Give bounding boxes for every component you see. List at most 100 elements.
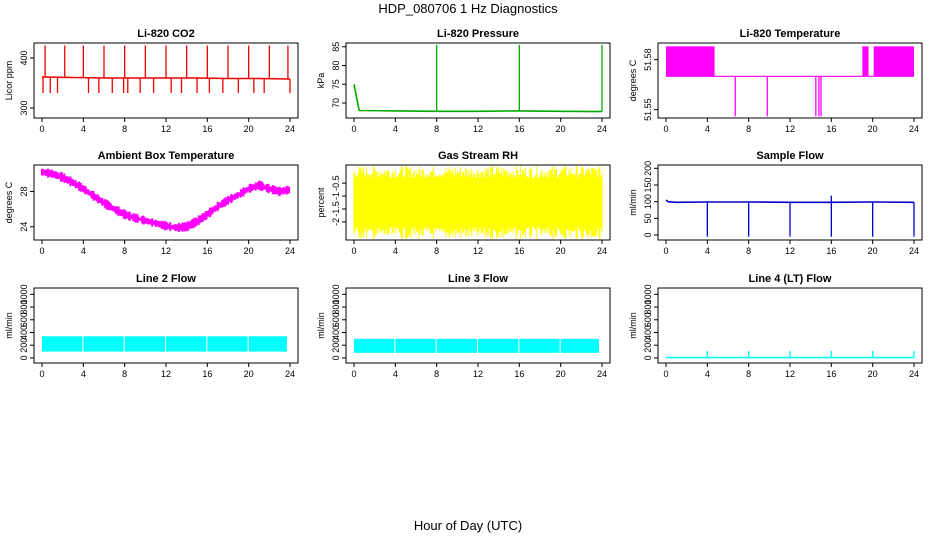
data-band — [862, 46, 869, 77]
x-tick-label: 4 — [393, 246, 398, 256]
data-noise — [353, 165, 603, 240]
y-axis-label: ml/min — [4, 312, 14, 339]
x-tick-label: 4 — [81, 124, 86, 134]
x-tick-label: 8 — [122, 246, 127, 256]
data-line — [353, 84, 603, 113]
y-tick-label: 800 — [19, 300, 29, 315]
y-axis-label: ml/min — [628, 312, 638, 339]
x-tick-label: 24 — [909, 369, 919, 379]
panel-title: Li-820 CO2 — [137, 28, 194, 40]
data-band — [354, 338, 395, 353]
x-tick-label: 16 — [202, 246, 212, 256]
x-tick-label: 16 — [826, 246, 836, 256]
x-tick-label: 8 — [434, 369, 439, 379]
x-tick-label: 0 — [351, 124, 356, 134]
x-tick-label: 12 — [785, 124, 795, 134]
panel-0: Li-820 CO2 0 4 8 12 16 20 24 300 400 Licor ppm — [4, 28, 299, 134]
x-tick-label: 12 — [473, 369, 483, 379]
x-tick-label: 20 — [556, 246, 566, 256]
x-tick-label: 24 — [285, 369, 295, 379]
x-tick-label: 8 — [434, 124, 439, 134]
panel-title: Line 2 Flow — [136, 273, 196, 285]
y-tick-label: 150 — [643, 177, 653, 192]
x-tick-label: 24 — [597, 124, 607, 134]
y-axis-label: ml/min — [316, 312, 326, 339]
x-tick-label: 12 — [161, 369, 171, 379]
y-tick-label: 600 — [643, 312, 653, 327]
y-tick-label: 400 — [19, 325, 29, 340]
y-tick-label: 0 — [19, 355, 29, 360]
y-tick-label: 200 — [643, 338, 653, 353]
panel-3: Ambient Box Temperature 0 4 8 12 16 20 24 24 28 de… — [4, 150, 299, 256]
panel-title: Sample Flow — [756, 150, 824, 162]
x-tick-label: 24 — [285, 124, 295, 134]
x-tick-label: 8 — [746, 124, 751, 134]
x-tick-label: 8 — [122, 369, 127, 379]
x-tick-label: 12 — [161, 246, 171, 256]
y-tick-label: 51.55 — [643, 98, 653, 121]
y-tick-label: 1000 — [331, 284, 341, 304]
x-tick-label: 12 — [473, 124, 483, 134]
x-tick-label: 0 — [39, 246, 44, 256]
x-tick-label: 4 — [705, 246, 710, 256]
y-tick-label: -1 — [331, 192, 341, 200]
panel-1: Li-820 Pressure 0 4 8 12 16 20 24 70 75 80 85 kPa — [316, 28, 611, 134]
x-axis-caption: Hour of Day (UTC) — [413, 518, 523, 533]
data-band — [666, 46, 715, 77]
data-band — [207, 336, 248, 352]
data-band — [560, 338, 599, 353]
x-tick-label: 20 — [556, 369, 566, 379]
panel-8: Line 4 (LT) Flow 0 4 8 12 16 20 24 0 200400600800… — [628, 273, 923, 379]
x-tick-label: 16 — [826, 124, 836, 134]
y-tick-label: 1000 — [19, 284, 29, 304]
x-tick-label: 0 — [351, 369, 356, 379]
y-tick-label: 80 — [331, 60, 341, 70]
y-tick-label: 200 — [643, 161, 653, 176]
x-tick-label: 4 — [81, 246, 86, 256]
x-tick-label: 0 — [663, 246, 668, 256]
x-tick-label: 4 — [705, 124, 710, 134]
y-tick-label: 300 — [19, 100, 29, 115]
y-tick-label: 0 — [643, 232, 653, 237]
y-tick-label: 200 — [331, 338, 341, 353]
data-band — [519, 338, 560, 353]
panel-title: Li-820 Pressure — [437, 28, 519, 40]
y-tick-label: 400 — [19, 50, 29, 65]
data-band — [124, 336, 165, 352]
y-axis-label: Licor ppm — [4, 61, 14, 101]
y-axis-label: kPa — [316, 73, 326, 89]
x-tick-label: 20 — [868, 369, 878, 379]
data-band — [83, 336, 124, 352]
x-tick-label: 20 — [244, 246, 254, 256]
x-tick-label: 24 — [909, 246, 919, 256]
panel-2: Li-820 Temperature 0 4 8 12 16 20 24 51.55 51.58 d… — [628, 28, 923, 134]
panel-title: Ambient Box Temperature — [98, 150, 235, 162]
y-tick-label: -1.5 — [331, 201, 341, 217]
data-line — [665, 199, 915, 204]
panel-title: Gas Stream RH — [438, 150, 518, 162]
data-noise — [41, 168, 291, 232]
x-tick-label: 20 — [868, 246, 878, 256]
x-tick-label: 4 — [393, 369, 398, 379]
x-tick-label: 16 — [202, 124, 212, 134]
x-tick-label: 16 — [514, 124, 524, 134]
data-band — [436, 338, 477, 353]
x-tick-label: 0 — [663, 369, 668, 379]
x-tick-label: 24 — [909, 124, 919, 134]
y-tick-label: 800 — [331, 300, 341, 315]
figure-title: HDP_080706 1 Hz Diagnostics — [378, 1, 558, 16]
panel-4: Gas Stream RH 0 4 8 12 16 20 24 -2-1.5-1-0.5 perc… — [316, 150, 611, 256]
y-tick-label: 1000 — [643, 284, 653, 304]
data-band — [42, 336, 83, 352]
x-tick-label: 24 — [597, 246, 607, 256]
y-tick-label: 0 — [643, 355, 653, 360]
x-tick-label: 4 — [393, 124, 398, 134]
panel-title: Line 3 Flow — [448, 273, 508, 285]
panel-title: Line 4 (LT) Flow — [749, 273, 832, 285]
x-tick-label: 24 — [285, 246, 295, 256]
x-tick-label: 0 — [351, 246, 356, 256]
x-tick-label: 8 — [122, 124, 127, 134]
data-band — [873, 46, 914, 77]
